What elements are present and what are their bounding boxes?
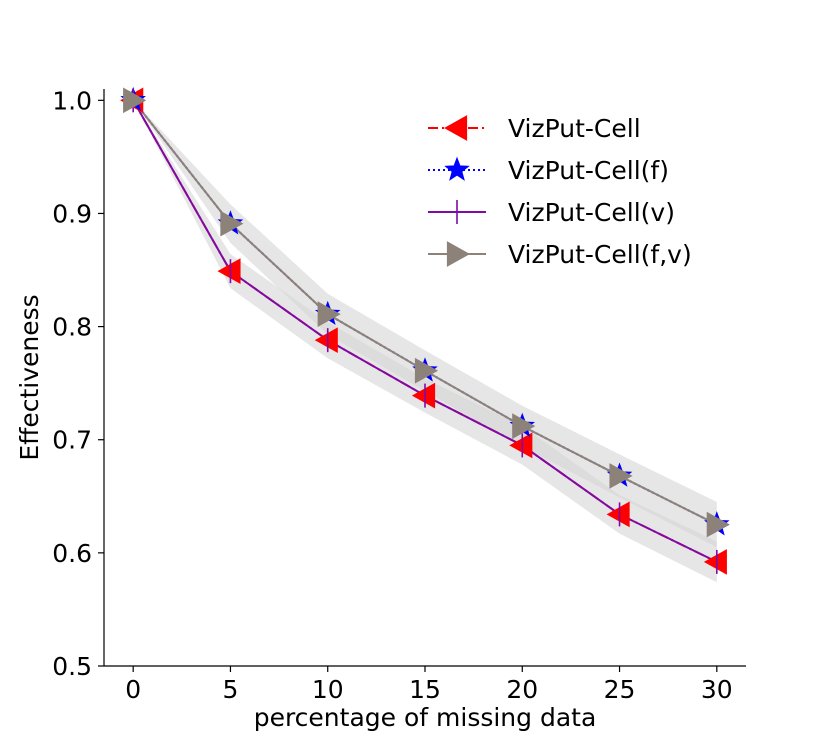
- y-ticks: 0.5 0.6 0.7 0.8 0.9 1.0: [52, 86, 104, 681]
- legend-item-vizput-cell: VizPut-Cell: [428, 114, 641, 143]
- data-point: [411, 382, 436, 409]
- y-tick-label: 0.6: [52, 539, 92, 568]
- x-axis-label: percentage of missing data: [254, 703, 597, 732]
- confidence-band-vizput-cell-v: [133, 100, 717, 583]
- data-point: [220, 210, 244, 237]
- legend-item-vizput-cell-v: VizPut-Cell(v): [428, 198, 675, 227]
- x-tick-label: 30: [701, 675, 733, 704]
- data-point: [314, 327, 338, 354]
- data-point: [609, 463, 633, 489]
- y-axis-label: Effectiveness: [15, 294, 44, 460]
- x-tick-label: 0: [125, 675, 141, 704]
- y-tick-label: 0.7: [52, 426, 92, 455]
- legend-marker: [446, 241, 471, 267]
- data-point: [123, 87, 147, 114]
- data-point: [512, 413, 536, 439]
- data-point: [509, 432, 533, 459]
- series-markers: [120, 86, 730, 575]
- data-point: [217, 258, 241, 285]
- x-tick-label: 20: [506, 675, 538, 704]
- y-tick-label: 1.0: [52, 86, 92, 115]
- confidence-band-vizput-cell-f-v: [133, 100, 717, 548]
- data-point: [606, 501, 630, 528]
- y-tick-label: 0.8: [52, 313, 92, 342]
- x-tick-label: 15: [409, 675, 441, 704]
- series-markers-vizput-cell: [120, 87, 727, 575]
- data-point: [703, 549, 727, 575]
- legend-marker: [443, 115, 468, 141]
- x-ticks: 0 5 10 15 20 25 30: [125, 666, 733, 704]
- series-markers-vizput-cell-f-v: [123, 87, 730, 538]
- legend-marker: [444, 156, 470, 181]
- confidence-bands: [133, 100, 717, 583]
- data-point: [317, 301, 341, 327]
- confidence-band-vizput-cell: [133, 100, 717, 583]
- data-point: [706, 511, 730, 538]
- x-tick-label: 10: [312, 675, 344, 704]
- series-markers-vizput-cell-v: [132, 88, 718, 574]
- legend-item-vizput-cell-f-v: VizPut-Cell(f,v): [428, 240, 692, 269]
- legend-item-vizput-cell-f: VizPut-Cell(f): [428, 156, 669, 185]
- legend-label: VizPut-Cell(f): [508, 156, 669, 185]
- legend-label: VizPut-Cell: [508, 114, 641, 143]
- legend-label: VizPut-Cell(f,v): [508, 240, 692, 269]
- legend: VizPut-Cell VizPut-Cell(f) VizPut-Cell(v) V…: [428, 114, 692, 269]
- y-tick-label: 0.9: [52, 199, 92, 228]
- legend-label: VizPut-Cell(v): [508, 198, 675, 227]
- data-point: [414, 357, 439, 384]
- y-tick-label: 0.5: [52, 652, 92, 681]
- x-tick-label: 25: [604, 675, 636, 704]
- x-tick-label: 5: [223, 675, 239, 704]
- confidence-band-vizput-cell-f: [133, 100, 717, 548]
